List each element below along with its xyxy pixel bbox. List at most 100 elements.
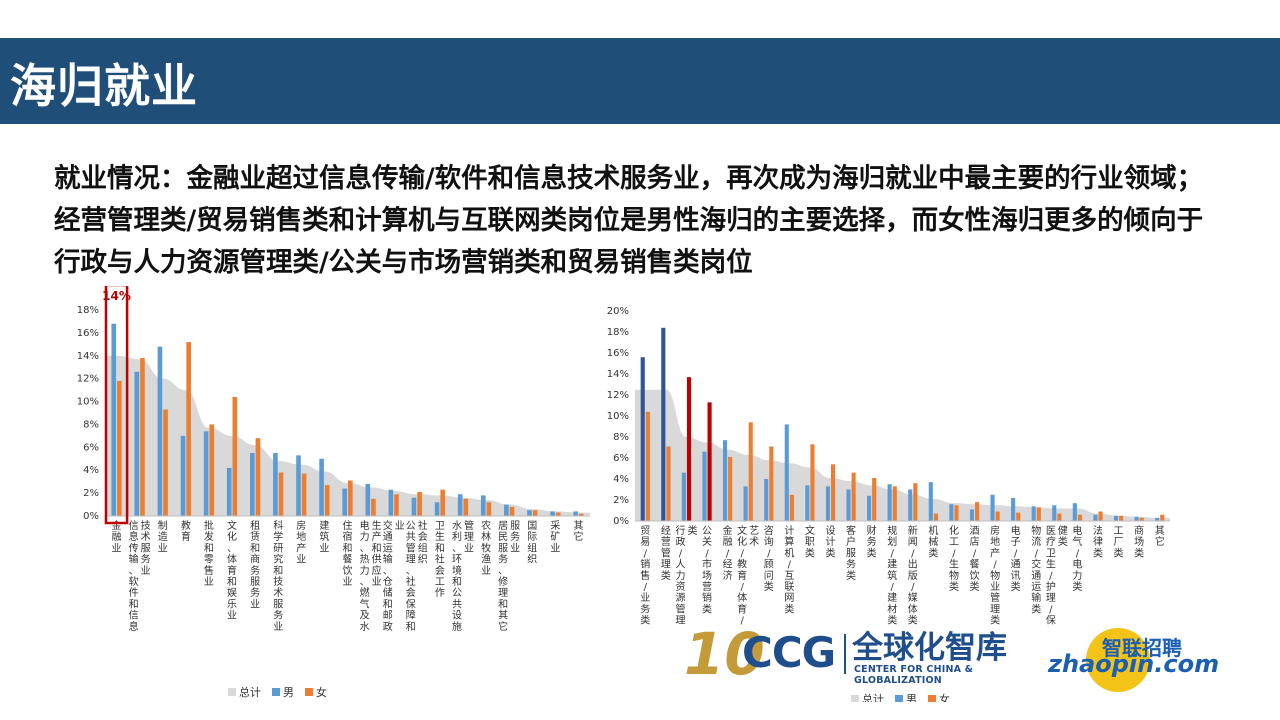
x-tick-label: 其它 bbox=[573, 520, 583, 543]
x-tick-text: 公关/市场营销类 bbox=[702, 526, 712, 615]
x-tick-text: 科学研究和技术服务业 bbox=[273, 519, 283, 633]
x-tick-text: 国际组织 bbox=[527, 520, 537, 566]
male-bar bbox=[434, 502, 440, 516]
position-chart: 0% 2% 4% 6% 8% 10% 12% 14% 16% 18% 20% 贸易/销售/业务类 经营管… bbox=[590, 300, 1180, 706]
male-bar bbox=[134, 371, 140, 516]
x-tick-text: 公共管理、社会保障和 bbox=[406, 521, 416, 633]
x-tick-label: 卫生和社会工作 bbox=[435, 521, 445, 599]
female-bar bbox=[555, 512, 561, 516]
zhaopin-logo: 智联招聘 zhaopin.com bbox=[1046, 624, 1219, 694]
x-tick-text: 其它 bbox=[573, 520, 583, 543]
male-bar bbox=[365, 483, 371, 516]
x-tick-text: 居民服务、修理和其它 bbox=[498, 520, 508, 633]
x-tick-text: 电力、热力、燃气及水 bbox=[360, 519, 370, 633]
female-bar bbox=[686, 377, 692, 521]
zhaopin-circle bbox=[1086, 628, 1150, 692]
male-bar bbox=[319, 458, 324, 516]
male-bar bbox=[388, 489, 394, 516]
male-bar bbox=[180, 435, 186, 516]
x-tick-text: 行政/人力资源管理 bbox=[675, 524, 685, 627]
x-tick-text: 新闻/出版/媒体类 bbox=[908, 524, 918, 627]
x-tick-label: 财务类 bbox=[867, 524, 877, 559]
y-tick-label: 0% bbox=[83, 511, 99, 522]
legend-label: 女 bbox=[939, 692, 950, 702]
female-bar bbox=[748, 422, 753, 521]
x-tick-label: 新闻/出版/媒体类 bbox=[908, 524, 918, 627]
female-bar bbox=[666, 446, 671, 521]
industry-chart: 0% 2% 4% 6% 8% 10% 12% 14% 16% 18% 金融业 信息传输、软件和信息 技术… bbox=[30, 283, 590, 720]
male-bar bbox=[1011, 497, 1016, 521]
male-bar bbox=[411, 497, 417, 516]
male-bar bbox=[908, 489, 913, 521]
x-tick-label: 计算机/互联网类 bbox=[784, 524, 794, 615]
male-bar bbox=[1052, 505, 1057, 521]
x-tick-label: 文化、体育和娱乐业 bbox=[227, 519, 237, 622]
male-bar bbox=[550, 511, 555, 516]
x-tick-text: 工厂类 bbox=[1114, 526, 1124, 559]
female-bar bbox=[1160, 514, 1165, 521]
y-tick-label: 10% bbox=[77, 397, 99, 408]
ccg-logo: 10 CCG 全球化智库 CENTER FOR CHINA & GLOBALIZ… bbox=[684, 620, 1024, 700]
legend-swatch bbox=[228, 688, 236, 696]
x-tick-label: 规划/建筑/建材类 bbox=[887, 524, 897, 627]
legend-label: 男 bbox=[906, 693, 917, 702]
male-bar bbox=[743, 486, 748, 521]
female-bar bbox=[1036, 507, 1041, 521]
ccg-english-name: CENTER FOR CHINA & GLOBALIZATION bbox=[854, 664, 974, 686]
x-tick-label: 客户服务类 bbox=[846, 524, 856, 582]
x-tick-label: 医疗卫生/护理/保健类 bbox=[1046, 525, 1068, 627]
x-tick-label: 贸易/销售/业务类 bbox=[640, 525, 650, 627]
x-tick-label: 教育 bbox=[181, 519, 191, 543]
x-tick-label: 科学研究和技术服务业 bbox=[273, 519, 283, 633]
male-bar bbox=[867, 495, 872, 521]
x-tick-text: 信息传输、软件和信息 bbox=[129, 520, 139, 633]
female-bar bbox=[933, 513, 938, 521]
x-tick-label: 电子/通讯类 bbox=[1011, 524, 1021, 593]
x-tick-text: 农林牧渔业 bbox=[481, 519, 491, 577]
female-bar bbox=[1077, 514, 1083, 521]
x-tick-label: 建筑业 bbox=[319, 519, 329, 554]
x-tick-label: 金融业 bbox=[112, 519, 122, 554]
female-bar bbox=[851, 472, 856, 521]
x-tick-label: 机械类 bbox=[928, 524, 938, 559]
female-bar bbox=[209, 424, 215, 516]
x-tick-label: 工厂类 bbox=[1114, 526, 1124, 559]
x-tick-text: 其它 bbox=[1155, 525, 1165, 548]
x-tick-label: 经营管理类 bbox=[661, 524, 671, 582]
x-tick-text: 房地产业 bbox=[296, 519, 306, 566]
female-bar bbox=[645, 411, 650, 521]
male-bar bbox=[296, 455, 301, 516]
x-tick-text: 咨询/顾问类 bbox=[764, 524, 774, 593]
legend-swatch bbox=[272, 688, 280, 696]
x-tick-text: 健类 bbox=[1058, 525, 1068, 548]
male-bar bbox=[342, 488, 347, 516]
male-bar bbox=[1031, 506, 1036, 521]
female-bar bbox=[394, 494, 399, 516]
y-tick-label: 4% bbox=[83, 465, 99, 476]
male-bar bbox=[949, 504, 954, 521]
x-tick-label: 住宿和餐饮业 bbox=[343, 519, 353, 588]
male-bar bbox=[887, 484, 892, 521]
male-bar bbox=[480, 495, 486, 516]
x-tick-text: 房地产/物业管理类 bbox=[990, 524, 1000, 627]
female-bar bbox=[301, 473, 307, 516]
y-tick-label: 18% bbox=[607, 327, 629, 338]
y-tick-label: 8% bbox=[83, 419, 99, 430]
x-tick-label: 租赁和商务服务业 bbox=[250, 519, 260, 610]
x-tick-label: 制造业 bbox=[158, 519, 168, 554]
x-tick-label: 咨询/顾问类 bbox=[764, 524, 774, 593]
male-bar bbox=[764, 479, 769, 521]
x-tick-text: 建筑业 bbox=[319, 519, 329, 554]
x-tick-text: 经营管理类 bbox=[661, 524, 671, 582]
y-tick-label: 2% bbox=[613, 495, 629, 506]
female-bar bbox=[1098, 511, 1103, 521]
male-bar bbox=[990, 494, 995, 521]
x-tick-label: 房地产业 bbox=[296, 519, 306, 566]
y-tick-label: 12% bbox=[77, 374, 99, 385]
ccg-10-years-mark: 10 bbox=[684, 620, 765, 688]
male-bar bbox=[203, 431, 209, 516]
x-tick-text: 艺术 bbox=[749, 525, 759, 548]
chart-legend: 总计 男 女 bbox=[228, 685, 327, 699]
